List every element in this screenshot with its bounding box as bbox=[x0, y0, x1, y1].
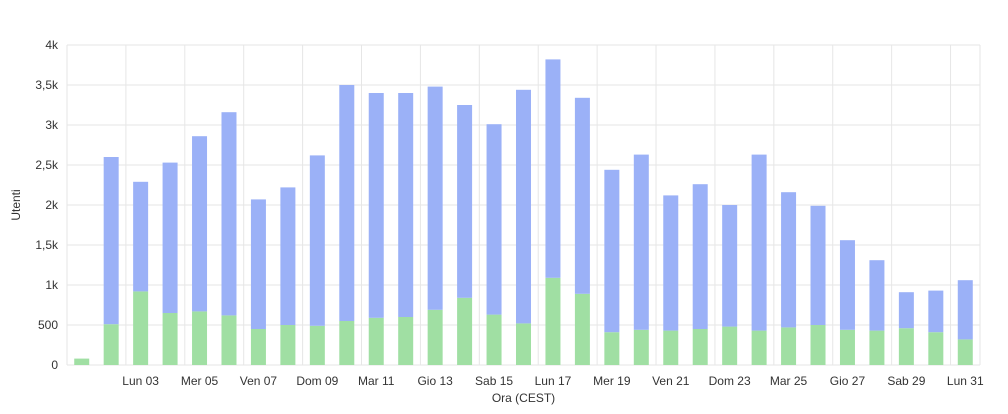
x-axis-title: Ora (CEST) bbox=[492, 391, 555, 405]
bar-segment-series-1 bbox=[427, 309, 443, 365]
x-tick-label: Dom 23 bbox=[709, 374, 751, 388]
bar-segment-series-2 bbox=[427, 86, 443, 310]
x-tick-label: Sab 29 bbox=[887, 374, 925, 388]
bar-segment-series-1 bbox=[810, 325, 826, 365]
x-tick-label: Ven 21 bbox=[652, 374, 690, 388]
bar-segment-series-2 bbox=[663, 195, 679, 331]
bar-segment-series-2 bbox=[781, 192, 797, 328]
bar-segment-series-2 bbox=[957, 280, 973, 340]
bar-segment-series-1 bbox=[74, 358, 90, 365]
bar-segment-series-1 bbox=[839, 329, 855, 365]
bar-segment-series-1 bbox=[192, 311, 208, 365]
y-axis-title: Utenti bbox=[9, 189, 23, 220]
bar-segment-series-1 bbox=[574, 293, 590, 365]
bar-segment-series-1 bbox=[663, 330, 679, 365]
bar-segment-series-1 bbox=[368, 317, 384, 365]
bar-segment-series-2 bbox=[839, 240, 855, 330]
y-tick-label: 2k bbox=[45, 198, 59, 212]
bar-segment-series-2 bbox=[309, 155, 325, 326]
bar-segment-series-2 bbox=[250, 199, 266, 329]
x-tick-label: Ven 07 bbox=[240, 374, 278, 388]
bar-segment-series-1 bbox=[309, 325, 325, 365]
y-tick-label: 0 bbox=[51, 358, 58, 372]
x-tick-label: Mer 05 bbox=[181, 374, 219, 388]
bar-segment-series-2 bbox=[192, 136, 208, 312]
x-axis: Lun 03 Mer 05 Ven 07 Dom 09 Mar 11 Gio 13 Sab … bbox=[122, 374, 984, 388]
bar-segment-series-2 bbox=[692, 184, 708, 329]
bar-segment-series-2 bbox=[133, 181, 149, 292]
y-tick-label: 500 bbox=[38, 318, 58, 332]
bar-segment-series-1 bbox=[633, 329, 649, 365]
x-tick-label: Mer 19 bbox=[593, 374, 631, 388]
bar-segment-series-1 bbox=[928, 332, 944, 365]
bar-segment-series-2 bbox=[398, 93, 414, 317]
bar-segment-series-2 bbox=[516, 89, 531, 324]
x-tick-label: Sab 15 bbox=[475, 374, 513, 388]
bar-segment-series-2 bbox=[604, 169, 620, 333]
y-tick-label: 4k bbox=[45, 38, 59, 52]
bar-segment-series-1 bbox=[133, 291, 149, 365]
bar-segment-series-2 bbox=[339, 85, 355, 321]
bar-segment-series-2 bbox=[633, 154, 649, 330]
x-tick-label: Mar 11 bbox=[358, 374, 395, 388]
bar-segment-series-1 bbox=[516, 323, 531, 365]
y-tick-label: 1k bbox=[45, 278, 59, 292]
bar-segment-series-2 bbox=[869, 260, 885, 331]
bar-segment-series-2 bbox=[103, 157, 119, 325]
bar-segment-series-2 bbox=[751, 154, 767, 331]
bar-segment-series-1 bbox=[869, 330, 885, 365]
bar-segment-series-2 bbox=[810, 205, 826, 325]
y-tick-label: 3,5k bbox=[35, 78, 59, 92]
bar-segment-series-1 bbox=[221, 315, 237, 365]
y-tick-label: 2,5k bbox=[35, 158, 59, 172]
bar-segment-series-1 bbox=[250, 329, 266, 365]
x-tick-label: Gio 27 bbox=[830, 374, 866, 388]
bar-segment-series-1 bbox=[162, 313, 178, 365]
bar-segment-series-2 bbox=[574, 97, 590, 294]
bar-segment-series-2 bbox=[162, 162, 178, 313]
x-tick-label: Mar 25 bbox=[770, 374, 808, 388]
bar-segment-series-1 bbox=[692, 329, 708, 365]
bar-segment-series-2 bbox=[898, 292, 914, 329]
x-tick-label: Lun 17 bbox=[535, 374, 572, 388]
y-tick-label: 3k bbox=[45, 118, 59, 132]
x-tick-label: Lun 03 bbox=[122, 374, 159, 388]
bar-segment-series-2 bbox=[280, 187, 296, 325]
bar-segment-series-1 bbox=[280, 325, 296, 365]
bar-segment-series-2 bbox=[368, 93, 384, 318]
bar-segment-series-1 bbox=[457, 297, 473, 365]
bar-segment-series-2 bbox=[928, 290, 944, 333]
bar-segment-series-1 bbox=[486, 314, 502, 365]
x-tick-label: Dom 09 bbox=[296, 374, 338, 388]
y-tick-label: 1,5k bbox=[35, 238, 59, 252]
bar-segment-series-1 bbox=[604, 332, 620, 365]
bar-segment-series-1 bbox=[103, 324, 119, 365]
x-tick-label: Lun 31 bbox=[947, 374, 984, 388]
bar-segment-series-1 bbox=[781, 327, 797, 365]
bar-segment-series-1 bbox=[545, 277, 561, 365]
bar-segment-series-2 bbox=[545, 59, 561, 278]
bar-segment-series-1 bbox=[722, 326, 738, 365]
bar-segment-series-1 bbox=[957, 339, 973, 365]
bar-segment-series-1 bbox=[398, 317, 414, 365]
bar-segment-series-2 bbox=[457, 105, 473, 298]
y-axis: 0 500 1k 1,5k 2k 2,5k 3k 3,5k 4k bbox=[35, 38, 59, 372]
bar-segment-series-1 bbox=[898, 328, 914, 365]
bar-segment-series-1 bbox=[751, 330, 767, 365]
bars bbox=[74, 59, 973, 365]
bar-segment-series-2 bbox=[221, 112, 237, 316]
x-tick-label: Gio 13 bbox=[417, 374, 453, 388]
bar-segment-series-1 bbox=[339, 321, 355, 365]
bar-segment-series-2 bbox=[722, 205, 738, 327]
bar-segment-series-2 bbox=[486, 124, 502, 315]
